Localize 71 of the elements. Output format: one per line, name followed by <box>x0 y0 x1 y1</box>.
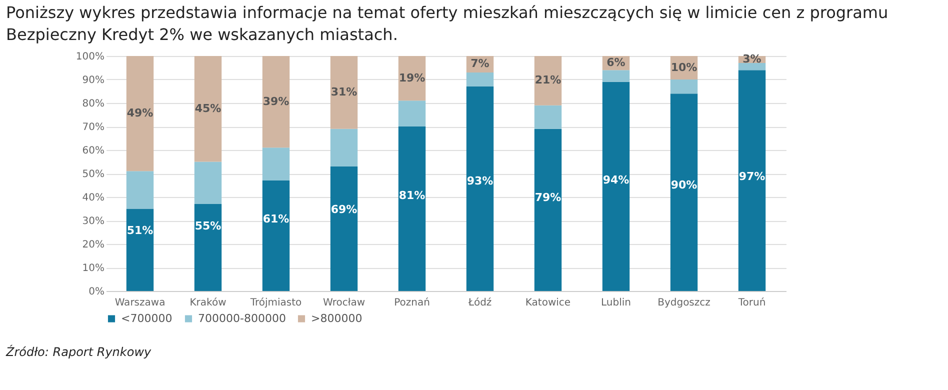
y-tick-label: 90% <box>82 75 104 86</box>
annotation: 51% <box>126 224 154 238</box>
data-label: 7% <box>470 57 490 70</box>
bar <box>534 128 562 291</box>
y-tick-label: 60% <box>82 146 104 156</box>
x-tick-label: Kraków <box>190 298 226 308</box>
bar <box>262 180 290 291</box>
chart-title: Poniższy wykres przedstawia informacje na temat oferty mieszkań mieszczących się w limicie cen z programu Bezpieczny Kredyt 2% we wskazanych miastach. <box>6 2 890 46</box>
data-label: 6% <box>606 56 626 70</box>
annotation: 79% <box>534 191 562 204</box>
bar <box>398 126 426 291</box>
bar <box>602 70 630 82</box>
x-tick-label: Lublin <box>601 298 631 308</box>
y-tick-label: 30% <box>82 216 104 227</box>
bar <box>126 208 154 291</box>
annotation: 90% <box>670 178 698 192</box>
legend-label: <700000 <box>121 312 172 325</box>
bar <box>534 56 562 106</box>
bar <box>534 105 562 129</box>
data-label: 10% <box>670 60 698 74</box>
x-tick-label: Bydgoszcz <box>658 298 710 308</box>
y-tick-label: 0% <box>88 286 104 298</box>
bar <box>670 80 698 94</box>
y-tick-label: 50% <box>82 169 104 180</box>
y-tick-label: 80% <box>82 98 104 110</box>
x-tick-label: Poznań <box>394 296 430 308</box>
annotation: 97% <box>738 170 766 184</box>
bar <box>398 100 426 126</box>
y-tick-label: 100% <box>76 52 104 62</box>
bar <box>262 56 290 148</box>
bar <box>602 82 630 291</box>
bar <box>670 94 698 291</box>
legend-label: 700000-800000 <box>198 312 286 325</box>
x-tick-label: Toruń <box>737 296 766 308</box>
annotation: 93% <box>466 174 494 188</box>
annotation: 94% <box>602 174 630 187</box>
y-tick-label: 10% <box>82 263 104 274</box>
bar <box>262 148 290 181</box>
bar <box>194 204 222 291</box>
data-label: 39% <box>262 94 290 108</box>
bar <box>330 166 358 291</box>
data-label: 21% <box>534 74 562 87</box>
y-tick-label: 40% <box>82 192 104 204</box>
bar <box>738 70 766 291</box>
x-tick-label: Łódź <box>467 296 492 308</box>
bar <box>330 128 358 166</box>
data-label: 19% <box>398 71 426 84</box>
y-tick-label: 20% <box>82 240 104 250</box>
annotation: 69% <box>330 202 358 216</box>
annotation: 61% <box>262 212 290 226</box>
bar <box>466 86 494 291</box>
bar <box>194 162 222 204</box>
bar <box>738 63 766 70</box>
x-tick-label: Wrocław <box>322 298 366 308</box>
legend-label: >800000 <box>311 312 362 325</box>
x-tick-label: Katowice <box>525 298 571 308</box>
annotation: 81% <box>398 188 426 202</box>
bar <box>126 171 154 209</box>
x-tick-label: Warszawa <box>114 298 166 308</box>
bar <box>330 56 358 129</box>
annotation: 55% <box>194 219 222 232</box>
bar <box>194 56 222 162</box>
data-label: 45% <box>194 102 222 115</box>
data-label: 3% <box>742 52 762 66</box>
text: Źródło: Raport Rynkowy <box>6 345 152 359</box>
x-tick-label: Trójmiasto <box>249 298 302 308</box>
data-label: 49% <box>126 106 154 120</box>
data-label: 31% <box>330 85 358 98</box>
bar <box>466 72 494 87</box>
y-tick-label: 70% <box>82 122 104 133</box>
bar <box>126 56 154 172</box>
